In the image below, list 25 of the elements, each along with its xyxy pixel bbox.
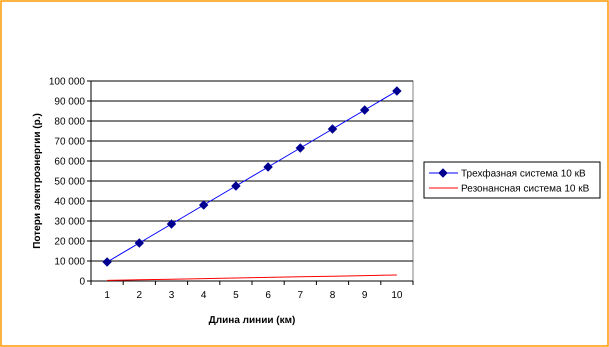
x-tick-label: 3 xyxy=(168,290,175,301)
x-tick-label: 7 xyxy=(298,290,304,301)
y-tick-label: 90 000 xyxy=(54,96,86,108)
y-axis-title: Потери электроэнергии (р.) xyxy=(32,113,43,249)
y-tick-label: 0 xyxy=(79,276,86,288)
y-tick-label: 10 000 xyxy=(54,256,86,268)
x-axis-title: Длина линии (км) xyxy=(208,315,296,326)
y-tick-label: 80 000 xyxy=(54,116,86,128)
y-tick-label: 30 000 xyxy=(54,216,86,228)
x-tick-label: 2 xyxy=(136,290,143,301)
y-tick-label: 20 000 xyxy=(54,236,86,248)
y-tick-label: 100 000 xyxy=(48,76,86,88)
legend-label: Трехфазная система 10 кВ xyxy=(461,168,586,180)
y-tick-label: 50 000 xyxy=(54,176,86,188)
y-tick-label: 70 000 xyxy=(54,136,86,148)
x-tick-label: 9 xyxy=(362,290,368,301)
x-tick-label: 4 xyxy=(200,290,207,301)
y-tick-label: 40 000 xyxy=(54,196,86,208)
x-tick-label: 1 xyxy=(104,290,110,301)
x-tick-label: 10 xyxy=(391,290,403,301)
legend-label: Резонансная система 10 кВ xyxy=(461,184,590,194)
x-tick-label: 6 xyxy=(265,290,272,301)
x-tick-label: 5 xyxy=(233,290,240,301)
x-tick-label: 8 xyxy=(330,290,336,301)
y-tick-label: 60 000 xyxy=(54,156,86,168)
